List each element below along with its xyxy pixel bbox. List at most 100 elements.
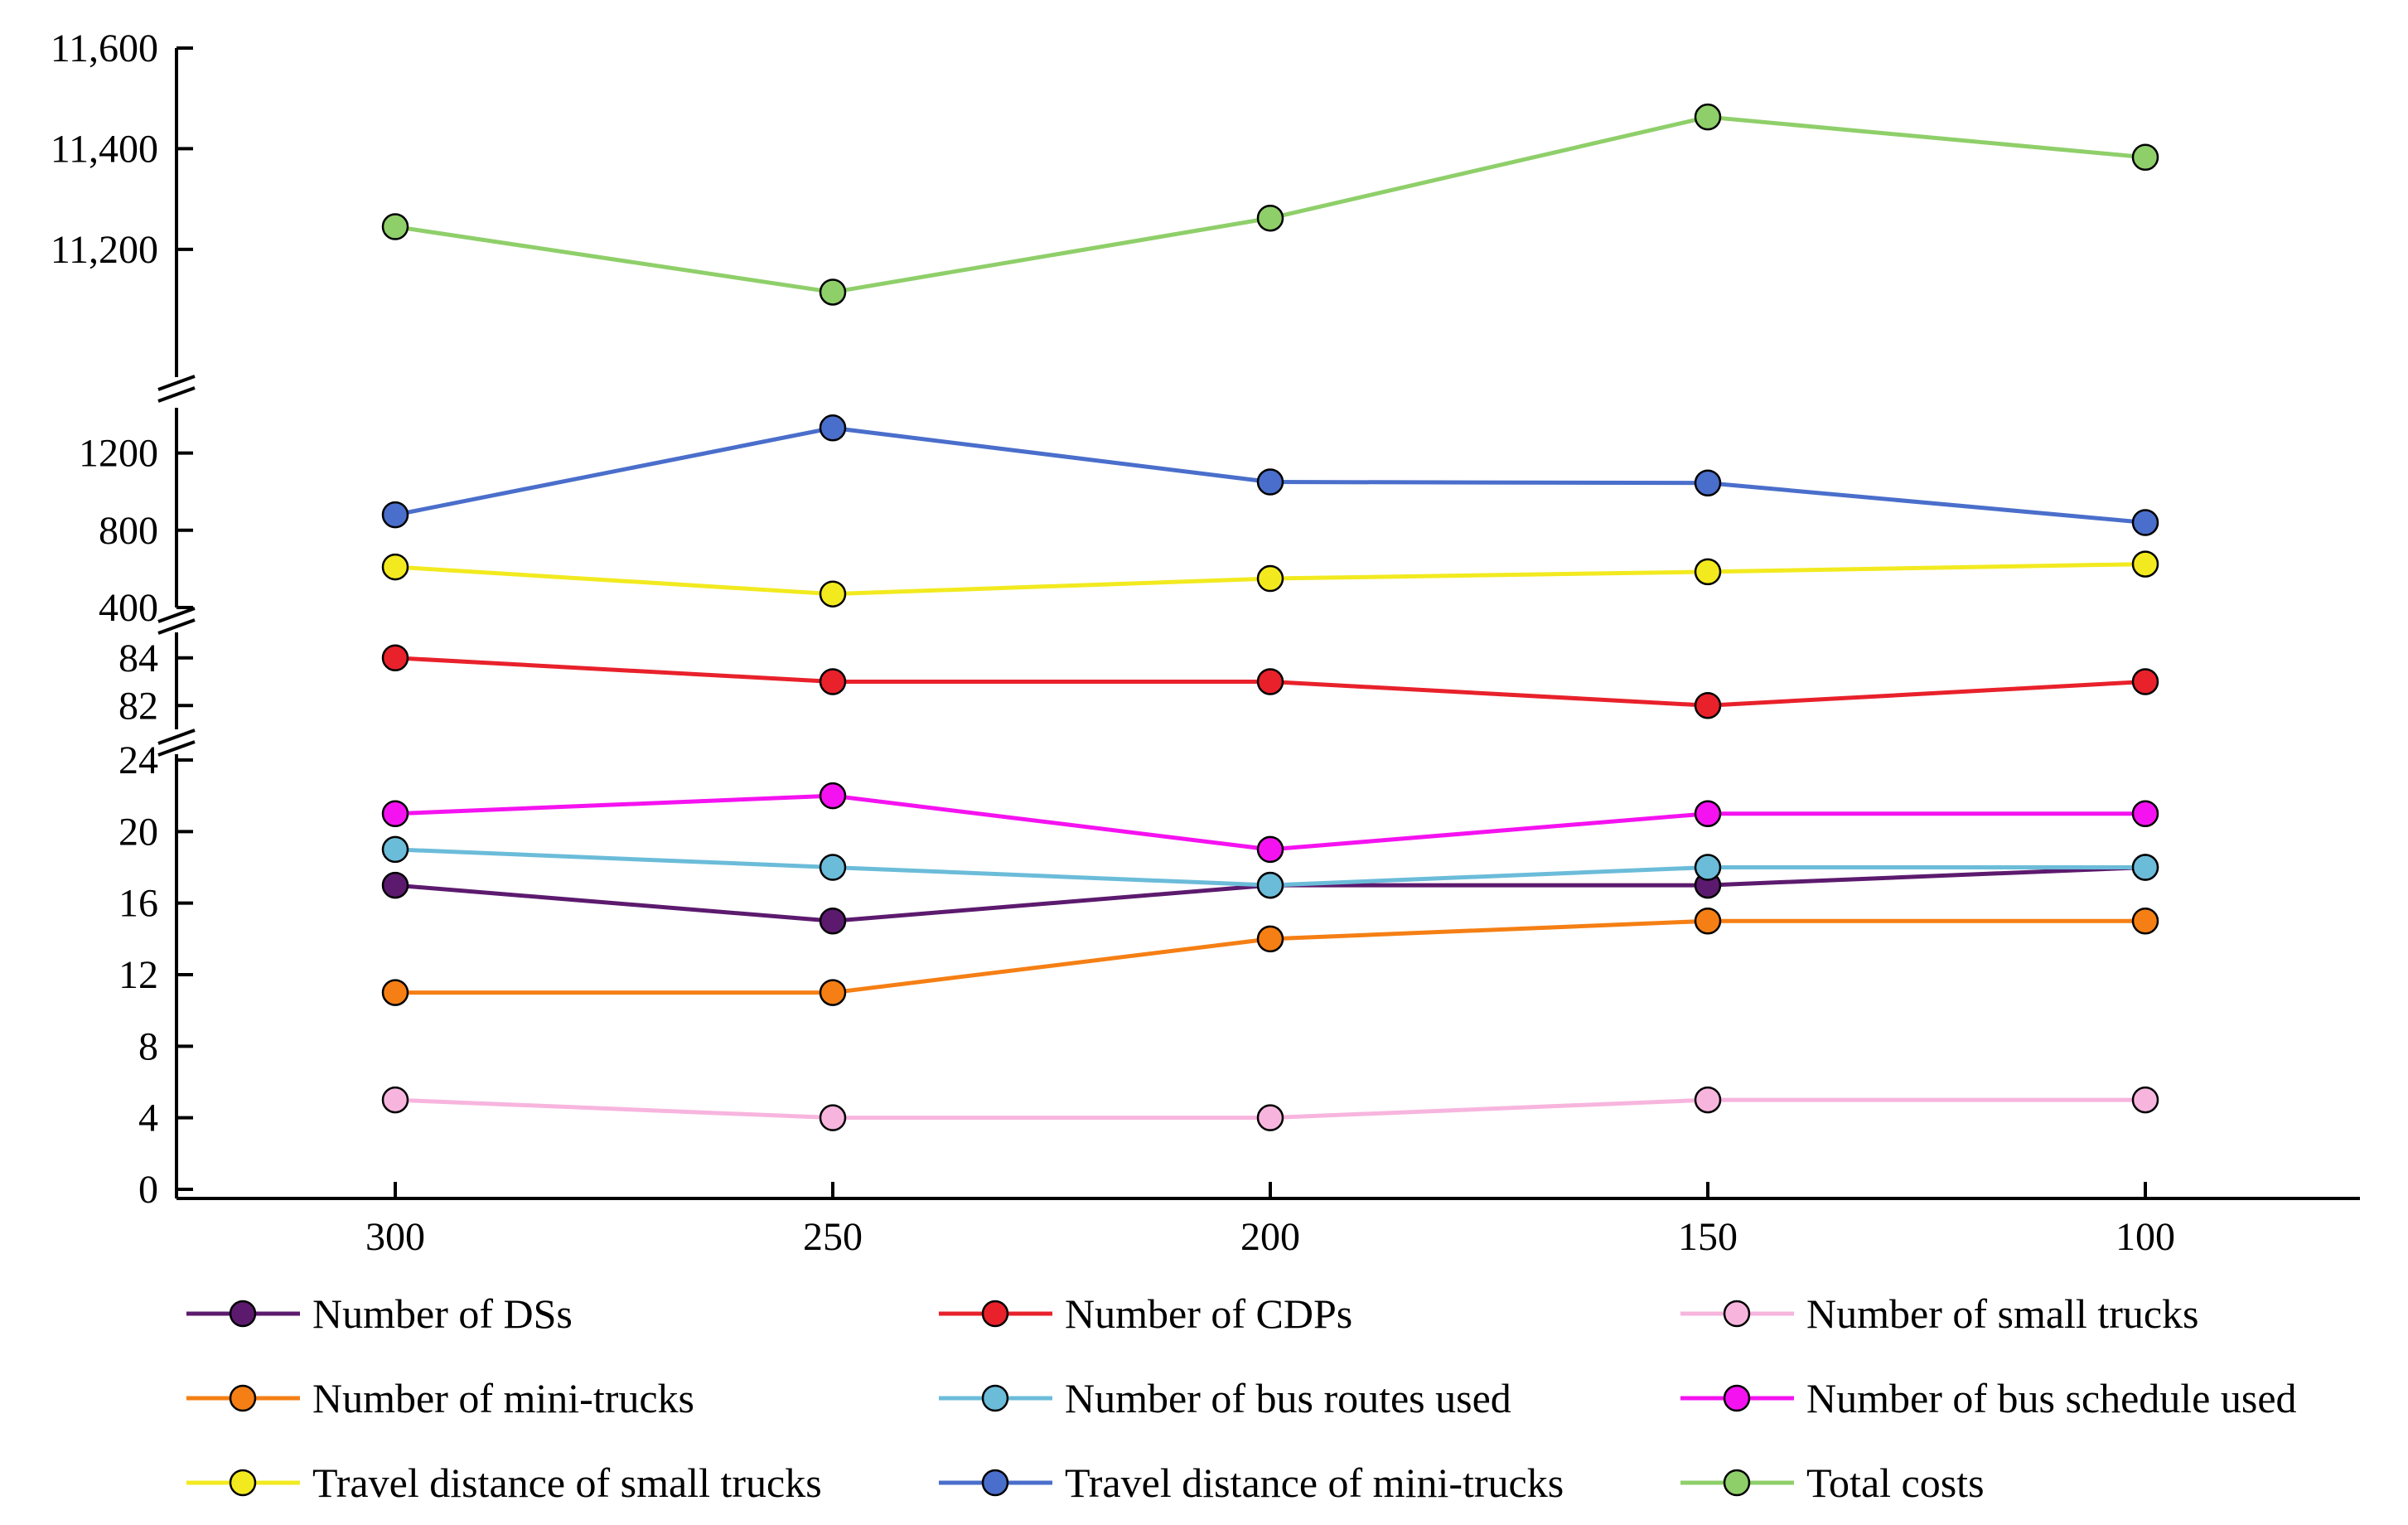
y-tick-label-counts-4: 16 xyxy=(118,882,158,926)
legend-label-6: Travel distance of small trucks xyxy=(312,1460,822,1506)
y-tick-label-cdps-0: 82 xyxy=(118,684,158,728)
series-8 xyxy=(381,103,2159,306)
series-8-point-2 xyxy=(1256,204,1284,232)
legend-label-4: Number of bus routes used xyxy=(1065,1375,1511,1421)
series-6-point-4 xyxy=(2131,550,2159,578)
series-6-point-2 xyxy=(1256,564,1284,593)
series-7-point-0 xyxy=(381,501,409,529)
series-5-point-0 xyxy=(381,800,409,827)
legend-label-8: Total costs xyxy=(1806,1460,1985,1506)
series-1-point-3 xyxy=(1694,692,1722,719)
y-tick-label-distances-2: 1200 xyxy=(79,432,158,476)
series-2-point-4 xyxy=(2131,1086,2159,1114)
series-3-point-0 xyxy=(381,979,409,1006)
series-4 xyxy=(381,835,2159,899)
y-tick-label-counts-0: 0 xyxy=(138,1168,158,1212)
series-3-point-2 xyxy=(1256,925,1284,953)
series-8-point-3 xyxy=(1694,103,1722,131)
legend-marker-3 xyxy=(229,1384,257,1412)
y-axis-break-2-b xyxy=(157,740,196,757)
series-1-point-2 xyxy=(1256,668,1284,695)
legend-item-3: Number of mini-trucks xyxy=(186,1375,694,1421)
legend-marker-1 xyxy=(981,1300,1009,1328)
legend-item-4: Number of bus routes used xyxy=(939,1375,1511,1421)
legend-marker-6 xyxy=(229,1469,257,1497)
series-8-point-0 xyxy=(381,213,409,240)
y-axis-break-1-b xyxy=(157,618,196,635)
y-axis-break-2-a xyxy=(157,729,196,745)
y-tick-label-counts-5: 20 xyxy=(118,810,158,854)
x-tick-label-0: 300 xyxy=(365,1215,425,1259)
y-tick-label-distances-0: 400 xyxy=(99,586,158,630)
legend-marker-0 xyxy=(229,1300,257,1328)
series-5-point-3 xyxy=(1694,800,1722,827)
legend-item-5: Number of bus schedule used xyxy=(1680,1375,2297,1421)
y-tick-label-cdps-1: 84 xyxy=(118,637,158,680)
series-0-point-0 xyxy=(381,871,409,899)
x-tick-label-4: 100 xyxy=(2115,1215,2175,1259)
series-7 xyxy=(381,414,2159,536)
y-axis-break-0-b xyxy=(157,386,196,403)
legend: Number of DSs Number of CDPs Number of sma… xyxy=(186,1290,2297,1506)
series-4-point-4 xyxy=(2131,854,2159,881)
series-5 xyxy=(381,782,2159,864)
legend-marker-2 xyxy=(1723,1300,1751,1328)
series-7-point-3 xyxy=(1694,469,1722,496)
series-6-point-1 xyxy=(819,580,847,608)
y-axis-break-0-a xyxy=(157,375,196,391)
series-1 xyxy=(381,644,2159,719)
y-tick-label-costs-1: 11,400 xyxy=(51,127,158,171)
series-7-point-1 xyxy=(819,414,847,442)
series-line-8 xyxy=(394,114,2146,294)
series-1-point-1 xyxy=(819,668,847,695)
legend-label-3: Number of mini-trucks xyxy=(312,1375,694,1421)
series-8-point-4 xyxy=(2131,143,2159,171)
x-tick-label-1: 250 xyxy=(803,1215,863,1259)
legend-item-6: Travel distance of small trucks xyxy=(186,1460,822,1506)
series-7-point-2 xyxy=(1256,468,1284,496)
legend-item-1: Number of CDPs xyxy=(939,1290,1352,1337)
series-2-point-1 xyxy=(819,1104,847,1131)
series-4-point-3 xyxy=(1694,854,1722,881)
series-8-point-1 xyxy=(819,278,847,306)
legend-marker-7 xyxy=(981,1469,1009,1497)
series-3 xyxy=(381,908,2159,1006)
legend-marker-4 xyxy=(981,1384,1009,1412)
y-tick-label-counts-1: 4 xyxy=(138,1097,158,1140)
series-6 xyxy=(381,550,2159,608)
x-tick-label-2: 200 xyxy=(1240,1215,1300,1259)
series-5-point-1 xyxy=(819,782,847,810)
legend-label-0: Number of DSs xyxy=(312,1290,573,1337)
legend-item-2: Number of small trucks xyxy=(1680,1290,2199,1337)
series-2-point-3 xyxy=(1694,1086,1722,1114)
y-axis-break-1-a xyxy=(157,607,196,623)
series-1-point-0 xyxy=(381,644,409,671)
legend-item-0: Number of DSs xyxy=(186,1290,573,1337)
y-tick-label-counts-3: 12 xyxy=(118,953,158,997)
legend-marker-8 xyxy=(1723,1469,1751,1497)
series-3-point-1 xyxy=(819,979,847,1006)
y-tick-label-distances-1: 800 xyxy=(99,509,158,553)
series-6-point-3 xyxy=(1694,558,1722,586)
series-7-point-4 xyxy=(2131,509,2159,536)
series-3-point-3 xyxy=(1694,908,1722,935)
series-4-point-2 xyxy=(1256,871,1284,899)
series-0-point-1 xyxy=(819,908,847,935)
series-5-point-2 xyxy=(1256,835,1284,864)
series-layer xyxy=(381,103,2159,1131)
series-4-point-0 xyxy=(381,835,409,864)
series-3-point-4 xyxy=(2131,908,2159,935)
y-tick-label-costs-0: 11,200 xyxy=(51,228,158,272)
legend-label-5: Number of bus schedule used xyxy=(1806,1375,2297,1421)
y-tick-label-counts-2: 8 xyxy=(138,1024,158,1068)
y-tick-label-counts-6: 24 xyxy=(118,738,158,782)
legend-label-7: Travel distance of mini-trucks xyxy=(1065,1460,1564,1506)
series-5-point-4 xyxy=(2131,800,2159,827)
series-2-point-2 xyxy=(1256,1104,1284,1131)
series-1-point-4 xyxy=(2131,668,2159,695)
series-4-point-1 xyxy=(819,854,847,881)
series-2 xyxy=(381,1086,2159,1131)
legend-label-1: Number of CDPs xyxy=(1065,1290,1352,1337)
